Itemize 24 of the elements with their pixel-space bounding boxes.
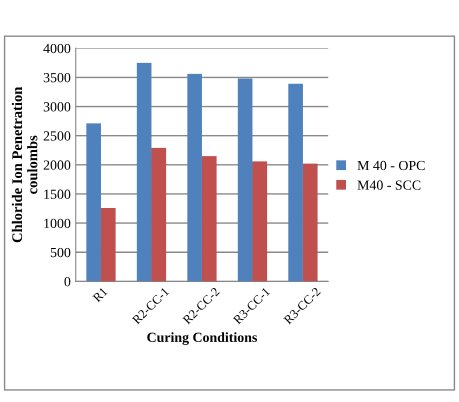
- y-tick-label: 3500: [44, 72, 70, 82]
- bar: [136, 62, 152, 282]
- y-tick-label: 4000: [43, 44, 70, 54]
- legend-label: M40 - SCC: [358, 180, 420, 190]
- bar: [288, 84, 303, 282]
- y-tick-label: 3000: [44, 102, 70, 112]
- bar: [252, 161, 268, 282]
- bar: [100, 208, 116, 282]
- bar: [302, 164, 318, 282]
- bar: [238, 78, 252, 282]
- bar: [187, 74, 202, 282]
- bar: [86, 123, 101, 282]
- bar: [202, 156, 217, 282]
- y-tick-label: 1500: [44, 190, 70, 199]
- legend-label: M 40 - OPC: [358, 160, 425, 170]
- y-axis-title: Chloride Ion Penetration coulombs: [12, 86, 38, 242]
- y-tick-label: 2000: [44, 160, 70, 170]
- x-tick-label: R1: [92, 287, 108, 302]
- y-tick-label: 0: [64, 276, 70, 286]
- y-tick-label: 500: [50, 248, 70, 258]
- y-tick-label: 1000: [44, 218, 70, 228]
- bar: [151, 148, 166, 282]
- x-axis-title: Curing Conditions: [147, 332, 257, 345]
- y-tick-label: 2500: [44, 131, 70, 141]
